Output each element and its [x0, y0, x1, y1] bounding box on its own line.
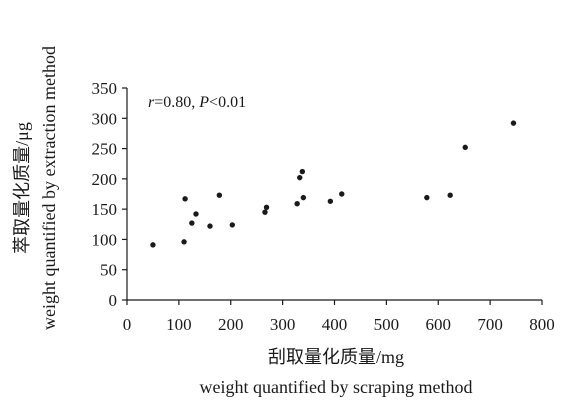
- y-tick-label: 100: [92, 230, 118, 249]
- x-tick-label: 500: [374, 315, 400, 334]
- data-point: [189, 220, 195, 226]
- correlation-annotation: r=0.80, P<0.01: [148, 94, 246, 111]
- x-tick-label: 700: [477, 315, 503, 334]
- data-point: [207, 223, 213, 229]
- x-axis-title-cn: 刮取量化质量/mg: [268, 347, 404, 367]
- data-point: [339, 191, 345, 197]
- x-tick-label: 800: [529, 315, 555, 334]
- x-tick-label: 100: [166, 315, 192, 334]
- data-point: [297, 174, 303, 181]
- tick-labels: 0 100 200 300 400 500 600 700 800 0 50 100 150 200 250…: [92, 79, 555, 334]
- data-point: [150, 242, 156, 248]
- data-point: [229, 222, 236, 228]
- data-points: [150, 120, 517, 248]
- data-point: [262, 209, 268, 215]
- x-tick-label: 0: [123, 315, 132, 334]
- y-tick-label: 300: [92, 109, 118, 128]
- p-value: <0.01: [209, 94, 246, 111]
- y-tick-label: 350: [92, 79, 118, 98]
- y-tick-label: 250: [92, 140, 118, 159]
- data-point: [193, 211, 199, 217]
- data-point: [447, 192, 453, 198]
- r-value: =0.80,: [154, 94, 199, 111]
- x-axis-title-en: weight quantified by scraping method: [200, 377, 473, 397]
- r-symbol: r: [148, 94, 155, 111]
- x-tick-label: 300: [270, 315, 296, 334]
- y-axis-title-en: weight quantified by extraction method: [39, 46, 59, 330]
- data-point: [424, 194, 430, 201]
- data-point: [294, 200, 300, 207]
- data-point: [300, 194, 307, 201]
- y-tick-label: 50: [100, 261, 117, 280]
- data-point: [462, 144, 468, 151]
- p-symbol: P: [198, 94, 209, 111]
- y-tick-label: 0: [109, 291, 118, 310]
- y-tick-label: 150: [92, 200, 118, 219]
- data-point: [327, 198, 334, 204]
- data-point: [181, 239, 187, 245]
- data-point: [299, 168, 306, 175]
- x-tick-label: 200: [218, 315, 244, 334]
- data-point: [510, 120, 517, 126]
- data-point: [182, 196, 188, 202]
- y-tick-label: 200: [92, 170, 118, 189]
- data-point: [263, 204, 270, 211]
- x-tick-label: 400: [322, 315, 348, 334]
- y-axis-title-cn: 萃取量化质量/μg: [12, 122, 32, 254]
- data-point: [216, 192, 223, 198]
- x-tick-label: 600: [426, 315, 452, 334]
- axes: [122, 87, 543, 305]
